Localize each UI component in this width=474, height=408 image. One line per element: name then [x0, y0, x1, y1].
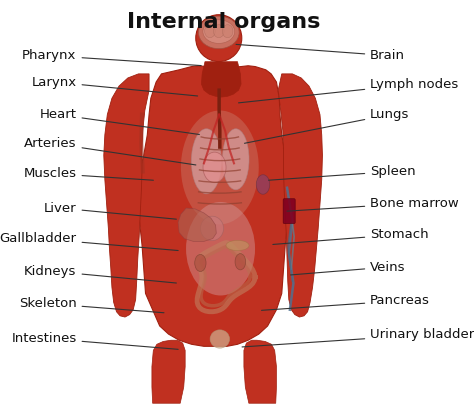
- Ellipse shape: [181, 111, 259, 224]
- FancyBboxPatch shape: [283, 199, 295, 224]
- Text: Liver: Liver: [44, 202, 176, 219]
- Ellipse shape: [191, 129, 221, 194]
- Text: Kidneys: Kidneys: [24, 265, 176, 283]
- Polygon shape: [278, 74, 322, 317]
- Text: Internal organs: Internal organs: [127, 12, 320, 32]
- Text: Veins: Veins: [291, 261, 406, 275]
- Text: Pharynx: Pharynx: [22, 49, 201, 66]
- Text: Lymph nodes: Lymph nodes: [238, 78, 458, 103]
- Text: Heart: Heart: [39, 108, 200, 135]
- Text: Urinary bladder: Urinary bladder: [242, 328, 474, 347]
- Text: Gallbladder: Gallbladder: [0, 232, 178, 251]
- Text: Skeleton: Skeleton: [19, 297, 164, 313]
- Ellipse shape: [186, 202, 255, 295]
- Polygon shape: [137, 66, 291, 346]
- Ellipse shape: [203, 20, 235, 43]
- Polygon shape: [104, 74, 149, 317]
- Text: Bone marrow: Bone marrow: [287, 197, 459, 211]
- Ellipse shape: [196, 15, 242, 62]
- Text: Muscles: Muscles: [24, 167, 154, 180]
- Polygon shape: [178, 208, 216, 242]
- Ellipse shape: [210, 330, 229, 348]
- Ellipse shape: [222, 25, 233, 38]
- Ellipse shape: [203, 152, 226, 183]
- Ellipse shape: [222, 129, 249, 190]
- Ellipse shape: [226, 240, 249, 251]
- Text: Intestines: Intestines: [11, 332, 178, 349]
- Ellipse shape: [235, 254, 246, 270]
- Text: Stomach: Stomach: [273, 228, 429, 244]
- Polygon shape: [201, 62, 241, 97]
- Ellipse shape: [256, 175, 270, 194]
- Ellipse shape: [195, 255, 206, 271]
- Text: Brain: Brain: [236, 44, 405, 62]
- Polygon shape: [244, 340, 276, 403]
- Text: Arteries: Arteries: [24, 137, 196, 165]
- Text: Pancreas: Pancreas: [262, 294, 430, 310]
- Ellipse shape: [213, 25, 224, 38]
- Text: Spleen: Spleen: [269, 165, 416, 180]
- Text: Lungs: Lungs: [245, 108, 410, 143]
- Ellipse shape: [205, 25, 215, 38]
- Ellipse shape: [199, 16, 239, 49]
- Text: Larynx: Larynx: [31, 75, 198, 96]
- Polygon shape: [152, 340, 185, 403]
- Ellipse shape: [201, 216, 224, 241]
